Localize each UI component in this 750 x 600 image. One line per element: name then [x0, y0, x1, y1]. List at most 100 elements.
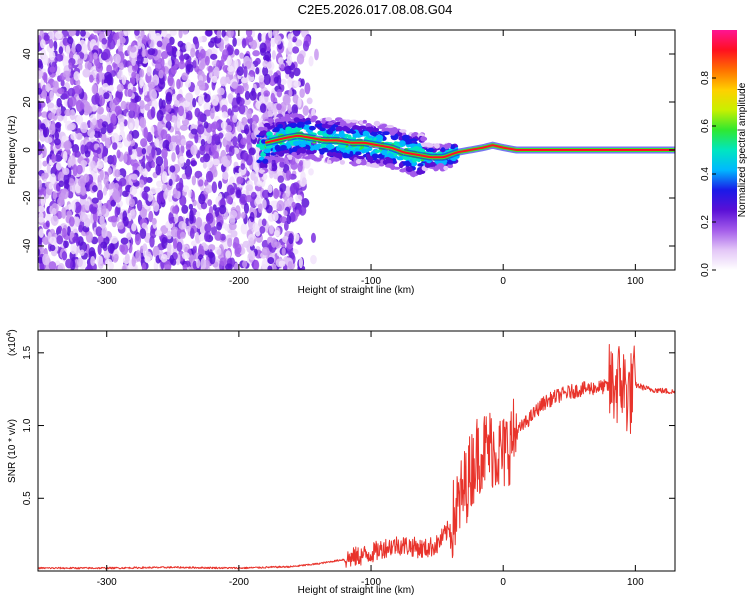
heatmap-noise-cell [152, 245, 160, 258]
heatmap-noise-cell [92, 52, 98, 60]
heatmap-noise-cell [38, 110, 42, 117]
heatmap-noise-cell [100, 132, 107, 142]
heatmap-noise-cell [268, 224, 274, 235]
heatmap-noise-cell [310, 254, 317, 265]
heatmap-noise-cell [207, 244, 216, 252]
heatmap-noise-cell [111, 154, 117, 166]
heatmap-noise-cell [231, 81, 239, 90]
bottom-x-tick-label: 100 [627, 577, 644, 588]
heatmap-noise-cell [165, 93, 173, 105]
heatmap-noise-cell [149, 187, 157, 195]
heatmap-noise-cell [88, 51, 94, 64]
heatmap-noise-cell [74, 84, 83, 95]
heatmap-band-cell [285, 126, 293, 133]
heatmap-noise-cell [233, 262, 239, 270]
heatmap-noise-cell [44, 136, 53, 144]
colorbar-label: Normalized spectral amplitude [737, 82, 748, 217]
heatmap-noise-cell [107, 167, 112, 176]
heatmap-noise-cell [232, 114, 238, 123]
heatmap-band-cell [326, 159, 332, 165]
heatmap-noise-cell [179, 195, 187, 207]
heatmap-noise-cell [161, 237, 168, 249]
heatmap-noise-cell [194, 39, 200, 50]
heatmap-noise-cell [56, 97, 62, 108]
heatmap-band-cell [327, 142, 333, 149]
heatmap-band-cell [308, 125, 316, 131]
heatmap-noise-cell [265, 204, 273, 214]
colorbar: 0.0 0.2 0.4 0.6 0.8 Normalized spectral ampl… [700, 30, 748, 277]
top-y-tick-label: -40 [22, 238, 33, 253]
heatmap-noise-cell [180, 138, 187, 146]
heatmap-noise-cell [102, 48, 111, 60]
heatmap-noise-cell [144, 256, 151, 263]
heatmap-noise-cell [111, 132, 120, 145]
heatmap-noise-cell [128, 149, 133, 156]
heatmap-noise-cell [239, 193, 248, 204]
heatmap-band-cell [263, 148, 271, 154]
heatmap-band-cell [259, 144, 265, 151]
heatmap-noise-cell [234, 59, 239, 71]
heatmap-noise-cell [102, 186, 108, 196]
heatmap-noise-cell [185, 225, 192, 232]
heatmap-band-cell [268, 118, 275, 124]
heatmap-noise-cell [165, 42, 173, 54]
heatmap-noise-cell [190, 240, 198, 247]
heatmap-band-cell [317, 130, 325, 136]
heatmap-noise-cell [90, 160, 96, 169]
heatmap-noise-cell [39, 70, 44, 77]
heatmap-noise-cell [65, 258, 73, 269]
heatmap-noise-cell [295, 39, 303, 47]
heatmap-noise-cell [190, 47, 196, 58]
heatmap-noise-cell [68, 122, 77, 131]
heatmap-noise-cell [277, 175, 285, 183]
heatmap-noise-cell [216, 249, 222, 256]
heatmap-band-cell [342, 152, 349, 159]
heatmap-noise-cell [225, 250, 231, 259]
heatmap-noise-cell [67, 191, 74, 199]
heatmap-noise-cell [192, 97, 197, 108]
heatmap-noise-cell [230, 230, 238, 238]
heatmap-band-cell [425, 162, 431, 168]
heatmap-noise-cell [181, 204, 189, 214]
heatmap-noise-cell [116, 84, 124, 92]
heatmap-noise-cell [134, 117, 140, 129]
heatmap-noise-cell [45, 83, 51, 92]
heatmap-band-cell [326, 128, 334, 135]
heatmap-noise-cell [242, 240, 251, 248]
heatmap-noise-cell [209, 252, 216, 265]
heatmap-noise-cell [259, 42, 267, 54]
heatmap-noise-cell [186, 63, 194, 73]
heatmap-noise-cell [284, 200, 293, 207]
heatmap-noise-cell [178, 220, 187, 230]
heatmap-noise-cell [262, 95, 270, 106]
heatmap-noise-cell [293, 233, 300, 242]
heatmap-band-cell [450, 144, 456, 150]
heatmap-noise-cell [248, 250, 256, 261]
heatmap-noise-cell [80, 144, 86, 155]
heatmap-noise-cell [139, 76, 144, 89]
heatmap-noise-cell [57, 115, 64, 122]
heatmap-noise-cell [139, 100, 145, 110]
heatmap-noise-cell [119, 177, 127, 187]
heatmap-band-cell [322, 133, 328, 138]
heatmap-band-cell [358, 125, 367, 130]
heatmap-noise-cell [83, 173, 90, 183]
heatmap-noise-cell [236, 38, 242, 46]
heatmap-noise-cell [261, 189, 270, 199]
heatmap-noise-cell [135, 249, 142, 262]
heatmap-noise-cell [134, 95, 142, 102]
heatmap-noise-cell [228, 222, 237, 231]
heatmap-noise-cell [38, 159, 42, 171]
heatmap-band-cell [298, 143, 307, 148]
heatmap-band-cell [307, 154, 316, 159]
heatmap-noise-cell [236, 176, 244, 185]
top-x-tick-label: -300 [97, 276, 117, 287]
heatmap-noise-cell [250, 191, 257, 200]
heatmap-noise-cell [287, 33, 294, 43]
bottom-x-tick-label: 0 [500, 577, 506, 588]
heatmap-noise-cell [70, 132, 78, 141]
bottom-y-scale-label: (x104) [6, 329, 18, 356]
heatmap-noise-cell [194, 133, 199, 144]
heatmap-noise-cell [89, 74, 94, 83]
